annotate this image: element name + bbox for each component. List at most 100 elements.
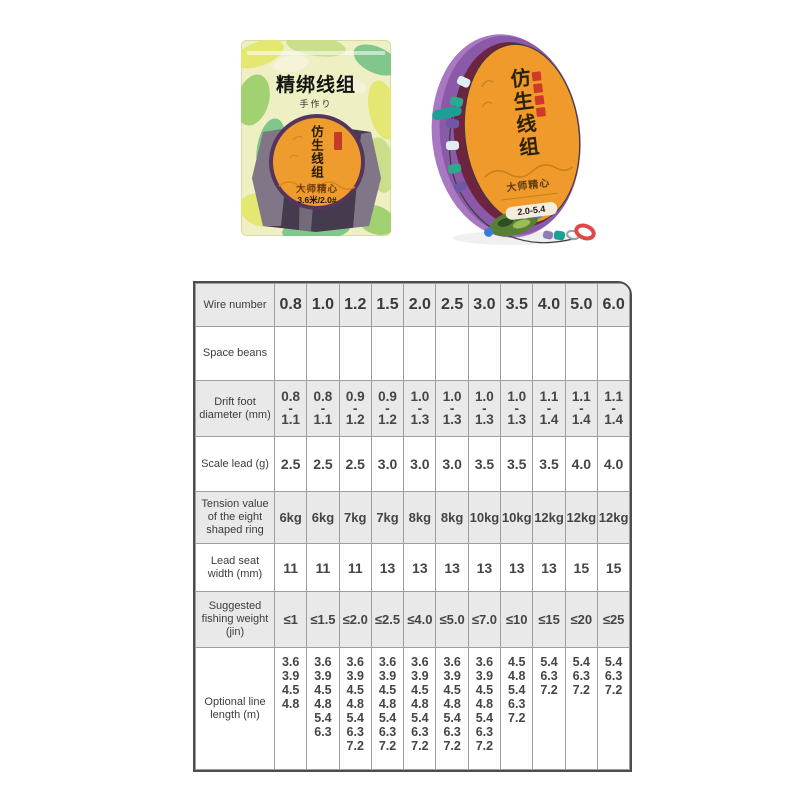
table-cell: 5.4 6.3 7.2 [596,647,630,770]
table-cell: 4.5 4.8 5.4 6.3 7.2 [500,647,534,770]
table-cell: 2.5 [338,436,372,492]
spool-divider-line [501,192,558,201]
small-bead-purple [542,230,554,240]
table-cell: 1.0 - 1.3 [403,380,437,437]
table-cell: 4.0 [564,436,598,492]
table-row: Optional line length (m) 3.6 3.9 4.5 4.8 3… [195,647,630,770]
column-header-cell: 2.5 [435,283,469,327]
label-cloud-decoration [288,135,304,159]
spec-table-body: Wire number 0.8 1.0 1.2 1.5 2.0 2.5 3.0 3.5 4.0 5.… [195,283,630,770]
table-cell: ≤4.0 [403,591,437,648]
package-photo: 精绑线组 手作り 仿生线组 大师精心 3.6米/2.0# [241,40,391,236]
table-cell: 7kg [370,491,405,544]
table-cell: 7kg [338,491,372,544]
table-cell [403,326,437,381]
table-cell [435,326,469,381]
table-cell: 3.0 [435,436,469,492]
bead-string [432,75,596,244]
row-label: Tension value of the eight shaped ring [195,491,275,544]
column-header-cell: 6.0 [596,283,630,327]
table-cell: ≤5.0 [435,591,469,648]
table-row: Lead seat width (mm) 11 11 11 13 13 13 13 13 13 15… [195,543,630,592]
seal-stamp [531,71,546,117]
table-cell: 5.4 6.3 7.2 [564,647,598,770]
table-cell: 3.5 [532,436,566,492]
table-cell: ≤20 [564,591,598,648]
table-cell: 1.1 - 1.4 [532,380,566,437]
table-cell: 11 [338,543,372,592]
table-cell: 5.4 6.3 7.2 [532,647,566,770]
table-cell: 1.0 - 1.3 [467,380,502,437]
swivel-clip [566,223,596,241]
table-cell: ≤15 [532,591,566,648]
table-cell: 10kg [467,491,502,544]
row-label: Space beans [195,326,275,381]
table-cell [306,326,340,381]
table-row: Wire number 0.8 1.0 1.2 1.5 2.0 2.5 3.0 3.5 4.0 5.… [195,283,630,327]
table-cell [467,326,502,381]
table-cell: 13 [467,543,502,592]
row-label: Optional line length (m) [195,647,275,770]
spool-photo: 仿生线组 大师精心 2.0-5.4 [430,22,600,247]
table-cell: 12kg [564,491,598,544]
table-cell: 15 [596,543,630,592]
table-cell: 3.6 3.9 4.5 4.8 5.4 6.3 7.2 [467,647,502,770]
column-header-cell: 2.0 [403,283,437,327]
column-header-cell: 1.2 [338,283,372,327]
table-cell: 3.6 3.9 4.5 4.8 5.4 6.3 7.2 [338,647,372,770]
table-cell: 4.0 [596,436,630,492]
seal-stamp [334,132,342,150]
float-seat-tube [432,105,462,121]
spec-table: Wire number 0.8 1.0 1.2 1.5 2.0 2.5 3.0 3.5 4.0 5.… [195,283,630,770]
table-cell: 15 [564,543,598,592]
table-cell: 6kg [273,491,308,544]
row-label: Drift foot diameter (mm) [195,380,275,437]
table-cell: 11 [306,543,340,592]
package-badge-brand: 大师精心 [295,184,338,195]
table-cell: ≤1 [273,591,308,648]
table-cell: ≤2.0 [338,591,372,648]
table-cell: ≤1.5 [306,591,340,648]
table-cell: ≤2.5 [370,591,405,648]
table-cell: 1.0 - 1.3 [435,380,469,437]
table-cell: 13 [403,543,437,592]
package-badge-vertical-text: 仿生线组 [309,125,323,179]
table-cell: 0.9 - 1.2 [370,380,405,437]
table-cell [564,326,598,381]
column-header-cell: 0.8 [273,283,308,327]
table-cell: 1.1 - 1.4 [596,380,630,437]
table-cell [500,326,534,381]
table-cell: 12kg [532,491,566,544]
spool-badge-spec: 2.0-5.4 [504,201,559,221]
table-cell: 2.5 [273,436,308,492]
table-cell: 2.5 [306,436,340,492]
row-label: Lead seat width (mm) [195,543,275,592]
table-cell: 13 [500,543,534,592]
spool-label-text-group: 仿生线组 大师精心 2.0-5.4 [417,13,613,257]
table-cell [596,326,630,381]
spool-badge-vertical-text: 仿生线组 [506,66,540,161]
table-cell: 3.6 3.9 4.5 4.8 5.4 6.3 7.2 [370,647,405,770]
table-cell: 13 [532,543,566,592]
package-title: 精绑线组 [275,75,356,96]
table-cell: 1.1 - 1.4 [564,380,598,437]
table-cell: 6kg [306,491,340,544]
table-cell: 0.8 - 1.1 [306,380,340,437]
column-header-cell: 4.0 [532,283,566,327]
table-cell: 3.0 [403,436,437,492]
table-cell: ≤10 [500,591,534,648]
product-hero: 精绑线组 手作り 仿生线组 大师精心 3.6米/2.0# [0,0,800,270]
table-cell: 3.5 [467,436,502,492]
table-cell [273,326,308,381]
table-cell [338,326,372,381]
table-cell: 0.9 - 1.2 [338,380,372,437]
table-row: Tension value of the eight shaped ring 6k… [195,491,630,544]
table-cell: 3.6 3.9 4.5 4.8 5.4 6.3 [306,647,340,770]
table-cell: 3.6 3.9 4.5 4.8 5.4 6.3 7.2 [435,647,469,770]
table-cell: 3.5 [500,436,534,492]
table-row: Space beans [195,326,630,381]
table-cell [532,326,566,381]
table-cell: 12kg [596,491,630,544]
table-cell: 13 [435,543,469,592]
table-cell: 10kg [500,491,534,544]
